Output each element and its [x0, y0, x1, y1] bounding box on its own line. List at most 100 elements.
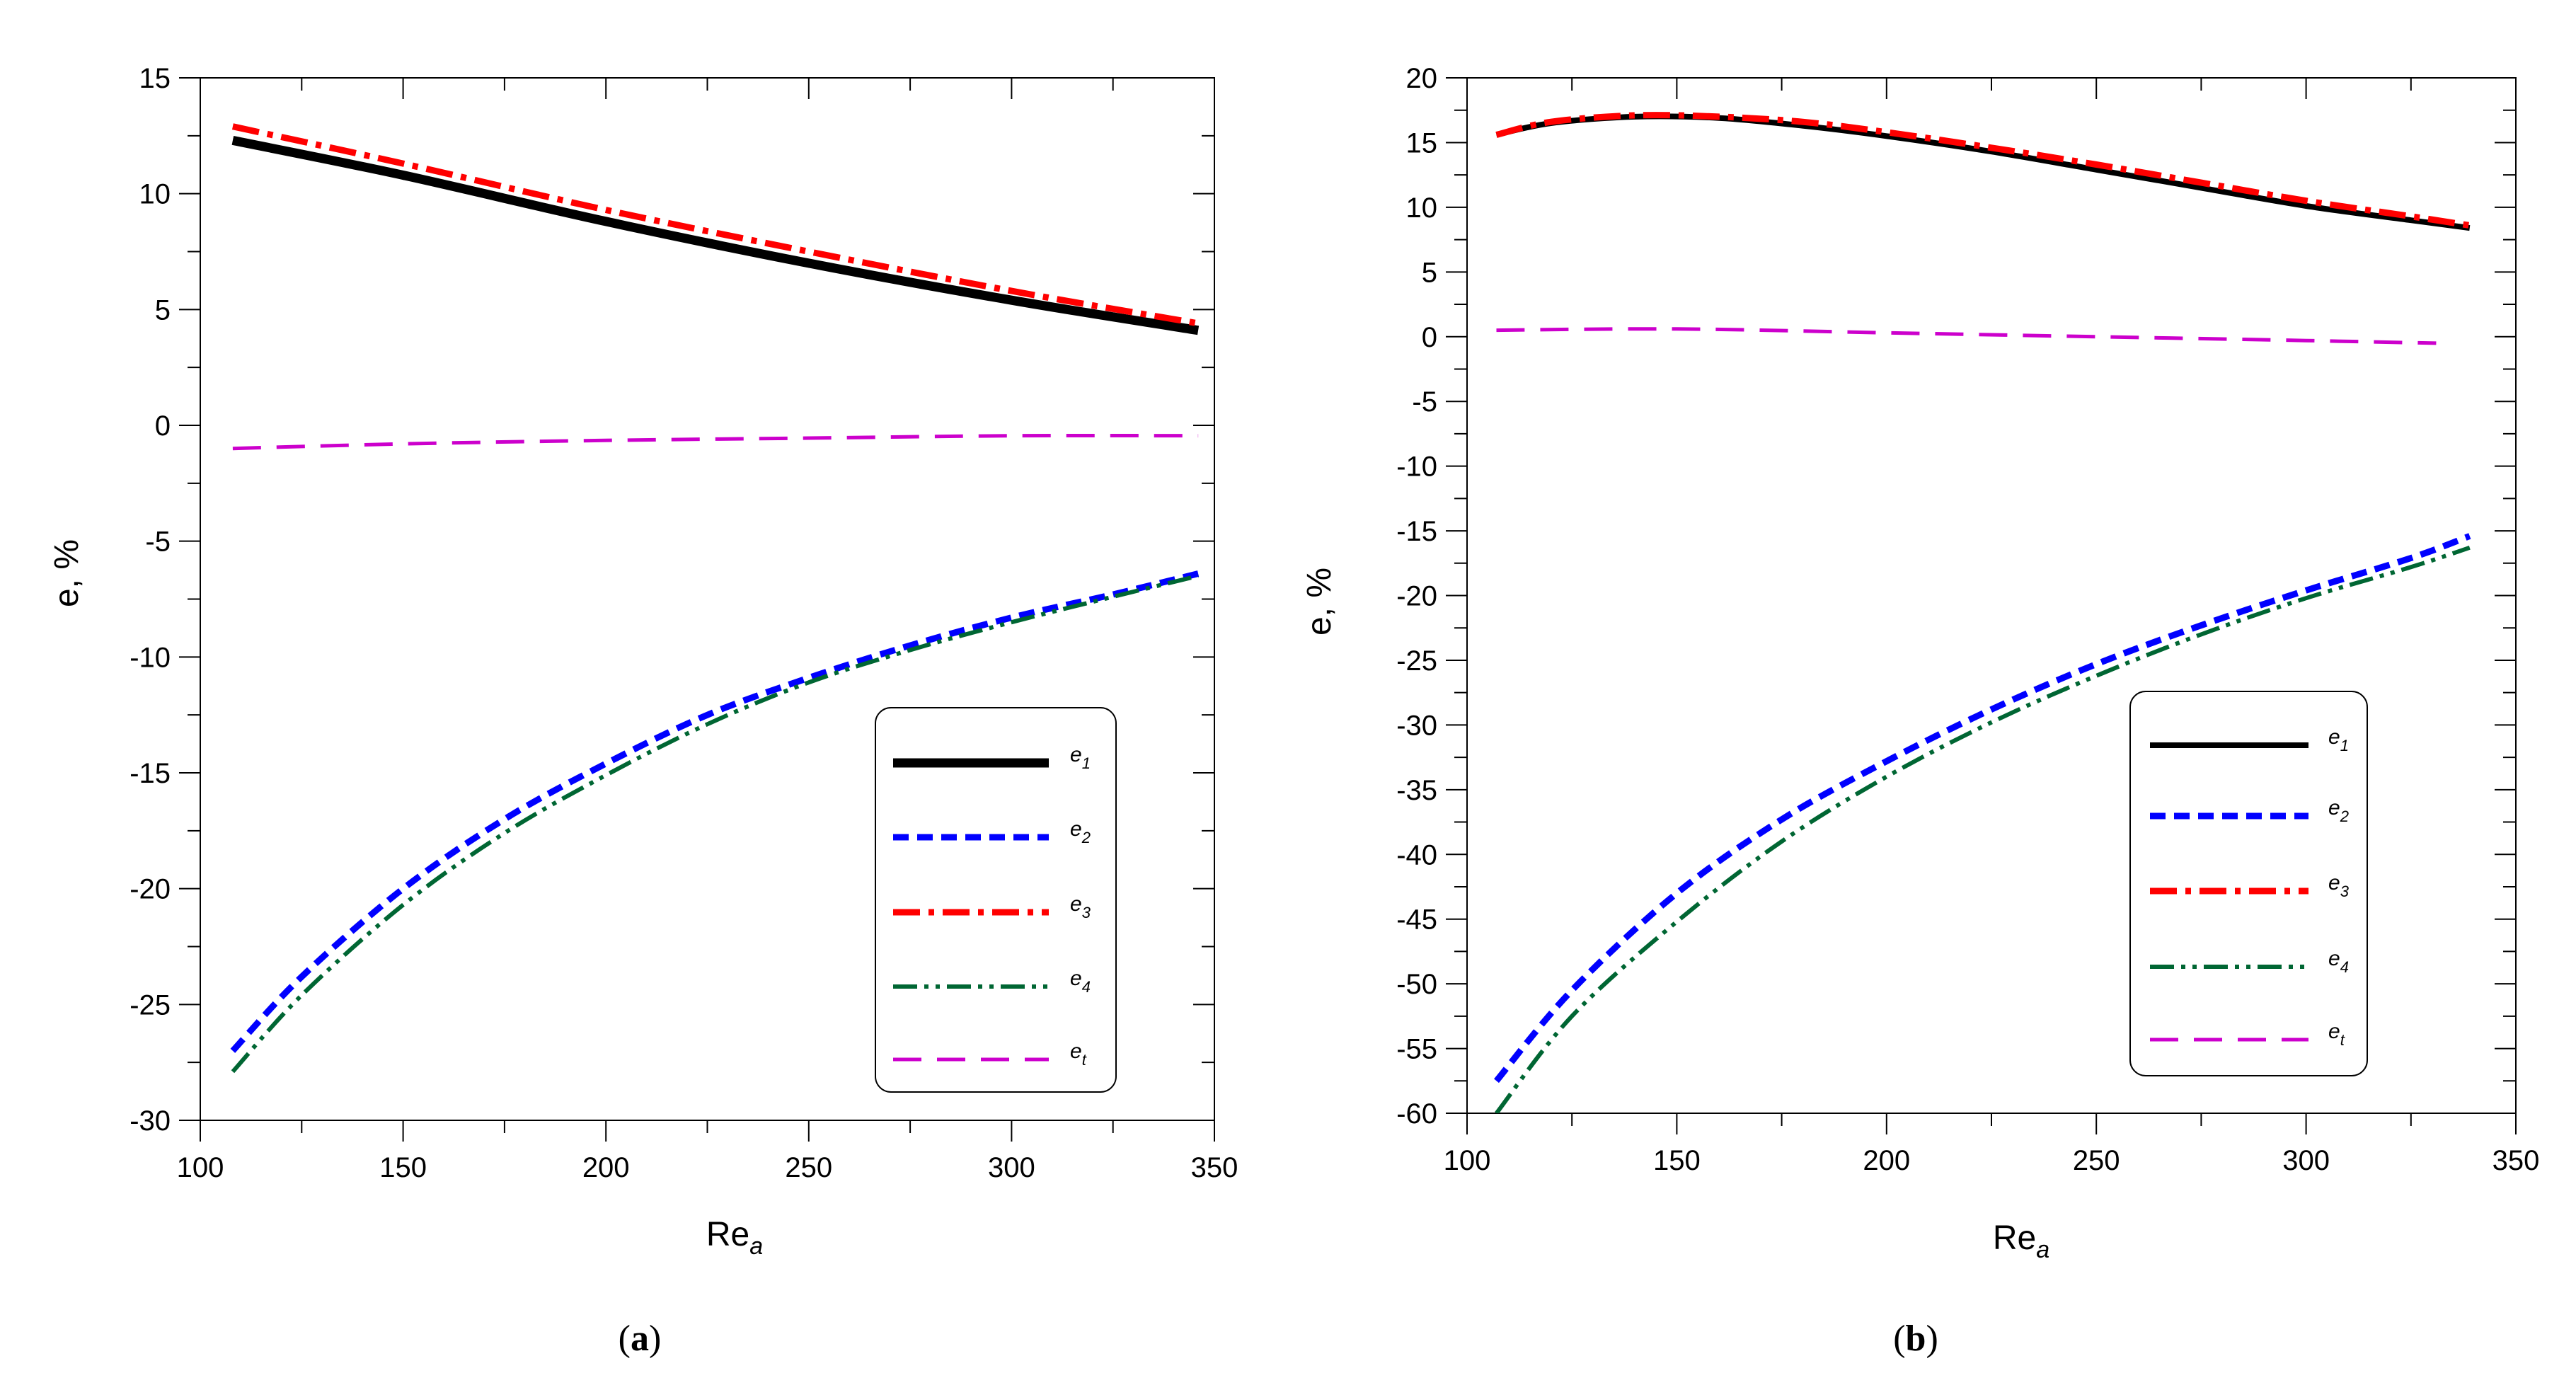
x-tick-label: 100 [177, 1152, 224, 1183]
y-tick-label: 20 [1406, 63, 1438, 94]
legend-label-et: et [1070, 1040, 1087, 1069]
caption-letter: b [1906, 1318, 1926, 1359]
y-tick-label: 10 [139, 179, 171, 210]
legend-label-sub: 3 [2340, 883, 2350, 900]
x-tick-label: 300 [2282, 1145, 2330, 1176]
x-tick-label: 250 [785, 1152, 832, 1183]
legend-label-main: e [1070, 1040, 1082, 1063]
y-tick-label: -55 [1396, 1034, 1437, 1065]
legend-label-sub: t [2340, 1031, 2345, 1049]
series-line-e1 [1495, 113, 2471, 231]
y-tick-label: 5 [155, 294, 171, 326]
caption-paren: ( [1893, 1318, 1905, 1359]
legend-label-sub: 2 [2340, 808, 2349, 825]
x-tick-label: 150 [1653, 1145, 1701, 1176]
series-line-e3 [231, 123, 1199, 327]
legend-label-e4: e4 [2328, 947, 2349, 976]
y-tick-label: -40 [1396, 839, 1437, 870]
x-axis-title: Rea [1993, 1219, 2049, 1263]
legend-label-main: e [2328, 871, 2340, 895]
y-tick-label: -45 [1396, 904, 1437, 936]
y-tick-label: -20 [1396, 581, 1437, 612]
legend-label-main: e [1070, 817, 1082, 841]
panel-caption: (b) [1893, 1318, 1938, 1359]
legend-label-sub: 1 [2340, 737, 2349, 754]
y-tick-label: -25 [130, 989, 171, 1021]
y-tick-label: -35 [1396, 775, 1437, 806]
y-tick-label: 10 [1406, 192, 1438, 224]
legend-label-sub: t [1082, 1051, 1087, 1069]
y-tick-label: -30 [1396, 710, 1437, 741]
y-tick-label: -10 [1396, 452, 1437, 483]
legend-label-main: e [1070, 967, 1082, 990]
y-tick-label: -20 [130, 874, 171, 905]
x-axis-title-sub: a [2036, 1236, 2049, 1263]
panel-b: 100 150 200 250 300 350-60-55-50-45-40-35-30-… [1301, 63, 2539, 1359]
y-tick-label: -5 [145, 527, 171, 558]
series-line-e2 [230, 570, 1200, 1053]
x-tick-label: 200 [582, 1152, 630, 1183]
x-tick-label: 100 [1444, 1145, 1491, 1176]
legend-label-e2: e2 [1070, 817, 1091, 846]
legend-label-e1: e1 [2328, 725, 2349, 754]
legend-box [2129, 691, 2368, 1076]
legend-box [875, 707, 1117, 1093]
y-tick-label: -15 [130, 758, 171, 789]
x-axis-title-main: Re [1993, 1219, 2036, 1257]
legend-label-e3: e3 [2328, 871, 2350, 900]
y-tick-label: -25 [1396, 645, 1437, 677]
y-axis-title: e, % [1301, 568, 1338, 636]
series-line-e1 [231, 136, 1200, 335]
legend-label-sub: 3 [1082, 904, 1091, 921]
legend-label-sub: 4 [2340, 958, 2349, 976]
x-tick-label: 150 [379, 1152, 427, 1183]
x-tick-label: 350 [1191, 1152, 1238, 1183]
y-tick-label: -5 [1412, 386, 1437, 418]
y-tick-label: 5 [1422, 257, 1437, 288]
x-axis-title-sub: a [749, 1233, 763, 1260]
y-tick-label: -30 [130, 1105, 171, 1137]
legend-label-sub: 2 [1081, 829, 1091, 846]
legend-label-e2: e2 [2328, 796, 2349, 825]
x-tick-label: 250 [2073, 1145, 2120, 1176]
legend-label-sub: 4 [1082, 978, 1091, 996]
panel-caption: (a) [619, 1318, 662, 1359]
legend-label-e4: e4 [1070, 967, 1091, 996]
x-tick-label: 350 [2492, 1145, 2540, 1176]
y-tick-label: -15 [1396, 516, 1437, 547]
series-line-et [1496, 327, 2437, 345]
x-tick-label: 300 [988, 1152, 1035, 1183]
y-tick-label: -50 [1396, 969, 1437, 1000]
y-axis-title: e, % [48, 539, 86, 607]
caption-letter: a [631, 1318, 649, 1359]
series-line-e4 [231, 573, 1199, 1074]
x-tick-label: 200 [1863, 1145, 1910, 1176]
y-tick-label: -10 [130, 642, 171, 673]
x-axis-title: Rea [706, 1216, 763, 1260]
legend-label-main: e [2328, 725, 2340, 749]
legend-label-sub: 1 [1082, 754, 1091, 772]
series-line-e4 [1495, 545, 2471, 1113]
series-line-et [232, 433, 1199, 451]
legend-label-main: e [2328, 796, 2340, 820]
legend-label-main: e [2328, 947, 2340, 970]
legend-label-et: et [2328, 1020, 2345, 1049]
y-tick-label: 15 [1406, 127, 1438, 159]
x-axis-title-main: Re [706, 1216, 749, 1253]
legend-label-e3: e3 [1070, 892, 1091, 921]
y-tick-label: -60 [1396, 1098, 1437, 1130]
caption-paren: ) [649, 1318, 661, 1359]
legend-label-main: e [2328, 1020, 2340, 1043]
caption-paren: ) [1926, 1318, 1938, 1359]
legend-label-main: e [1070, 892, 1082, 916]
panel-a: 100 150 200 250 300 350 -30 -25 -20 -15 -10 -5 0 5 10 1… [48, 63, 1238, 1359]
y-tick-label: 15 [139, 63, 171, 94]
legend-label-e1: e1 [1070, 743, 1091, 772]
y-tick-label: 0 [155, 410, 171, 442]
series-line-e2 [1494, 533, 2471, 1084]
series-line-e3 [1495, 112, 2471, 229]
y-tick-label: 0 [1422, 322, 1437, 353]
caption-paren: ( [619, 1318, 631, 1359]
legend-label-main: e [1070, 743, 1082, 766]
